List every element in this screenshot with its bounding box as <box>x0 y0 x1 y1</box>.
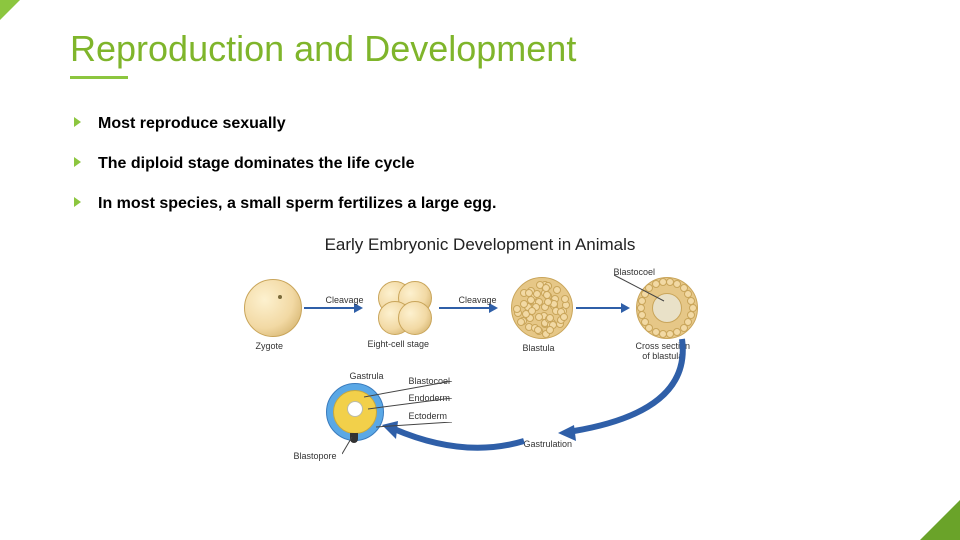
corner-accent-bottom-right <box>920 500 960 540</box>
bullet-text: The diploid stage dominates the life cyc… <box>98 155 415 173</box>
bullet-text: Most reproduce sexually <box>98 115 286 133</box>
corner-accent-top-left <box>0 0 20 20</box>
blastula-cell <box>511 277 573 339</box>
part-label-blastocoel-0: Blastocoel <box>614 267 656 277</box>
stage-label-eight-cell: Eight-cell stage <box>368 339 430 349</box>
zygote-cell <box>244 279 302 337</box>
arrow-gastrulation <box>514 331 714 456</box>
title-underline <box>70 76 128 79</box>
bullet-item: In most species, a small sperm fertilize… <box>72 195 890 213</box>
bullet-item: The diploid stage dominates the life cyc… <box>72 155 890 173</box>
arrow-bullet-icon <box>72 115 84 133</box>
slide-title: Reproduction and Development <box>70 28 890 70</box>
part-label-blastopore-4: Blastopore <box>294 451 337 461</box>
pointer-line-3 <box>342 437 354 461</box>
pointer-line-1 <box>368 398 454 416</box>
bullet-text: In most species, a small sperm fertilize… <box>98 195 496 213</box>
stage-label-gastrula: Gastrula <box>350 371 384 381</box>
bullet-list: Most reproduce sexually The diploid stag… <box>70 115 890 213</box>
bullet-item: Most reproduce sexually <box>72 115 890 133</box>
eight-cell-part <box>398 301 432 335</box>
process-label-cleavage-2: Cleavage <box>459 295 497 305</box>
figure-title: Early Embryonic Development in Animals <box>70 235 890 255</box>
embryo-development-figure: ZygoteEight-cell stageBlastulaCross sect… <box>234 261 727 453</box>
pointer-line-2 <box>376 416 454 434</box>
process-label-cleavage-1: Cleavage <box>326 295 364 305</box>
arrow-bullet-icon <box>72 195 84 213</box>
stage-label-zygote: Zygote <box>256 341 284 351</box>
arrow-bullet-icon <box>72 155 84 173</box>
slide: Reproduction and Development Most reprod… <box>0 0 960 540</box>
